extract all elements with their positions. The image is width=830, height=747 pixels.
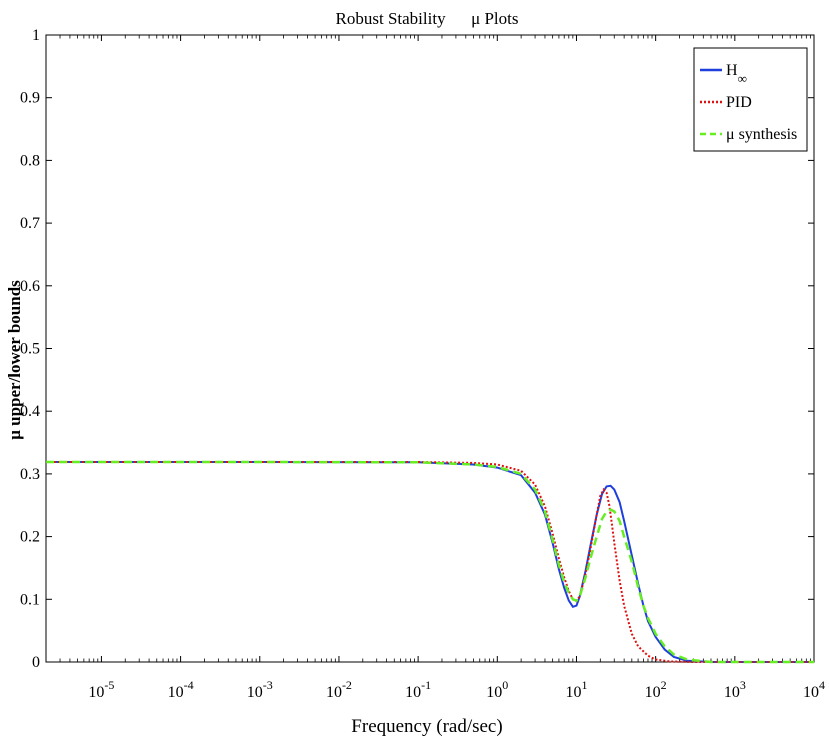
y-tick-label: 0: [32, 654, 40, 671]
x-tick-label: 10-5: [88, 678, 114, 701]
x-tick-label: 103: [724, 678, 746, 701]
y-tick-label: 0.6: [20, 278, 40, 295]
y-tick-label: 0.2: [20, 529, 40, 546]
y-tick-label: 0.4: [20, 403, 40, 420]
legend-label-1: PID: [726, 94, 752, 111]
x-tick-label: 102: [645, 678, 667, 701]
x-tick-label: 10-1: [405, 678, 431, 701]
series-line-2: [46, 460, 814, 664]
y-tick-label: 0.7: [20, 215, 40, 232]
chart-title: Robust Stability μ Plots: [336, 9, 519, 28]
x-tick-label: 10-2: [326, 678, 352, 701]
y-tick-label: 0.8: [20, 152, 40, 169]
y-axis-label: μ upper/lower bounds: [5, 280, 24, 440]
x-tick-label: 10-4: [168, 678, 194, 701]
y-tick-label: 1: [32, 27, 40, 44]
series-line-0: [46, 461, 814, 663]
y-tick-label: 0.9: [20, 90, 40, 107]
series-line-1: [46, 461, 814, 663]
legend-label-0: H∞: [726, 62, 747, 86]
x-tick-label: 100: [486, 678, 508, 701]
legend-label-2: μ synthesis: [726, 126, 797, 143]
x-axis-label: Frequency (rad/sec): [351, 716, 502, 737]
x-tick-label: 10-3: [247, 678, 273, 701]
y-tick-label: 0.1: [20, 591, 40, 608]
y-tick-label: 0.3: [20, 466, 40, 483]
x-tick-label: 104: [803, 678, 825, 701]
y-tick-label: 0.5: [20, 341, 40, 358]
legend: H∞ PID μ synthesis: [693, 47, 808, 152]
x-tick-label: 101: [565, 678, 587, 701]
